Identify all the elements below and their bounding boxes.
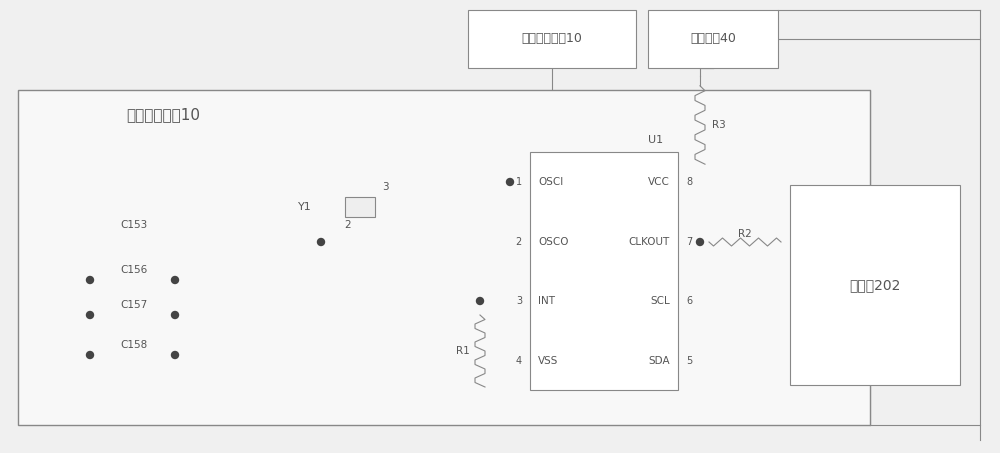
Circle shape [477,298,484,304]
Text: OSCO: OSCO [538,237,568,247]
Text: CLKOUT: CLKOUT [629,237,670,247]
Circle shape [172,352,178,358]
Text: 1: 1 [516,177,522,187]
Text: C157: C157 [120,300,147,310]
Text: 实时时钟电路10: 实时时钟电路10 [522,33,582,45]
Text: 7: 7 [686,237,692,247]
Text: 3: 3 [382,182,388,192]
Text: R2: R2 [738,229,752,239]
Text: 处理器202: 处理器202 [849,278,901,292]
Text: C153: C153 [120,220,147,230]
Text: U1: U1 [648,135,663,145]
Circle shape [87,312,94,318]
Text: R1: R1 [456,346,470,356]
Text: 工作电源40: 工作电源40 [690,33,736,45]
Text: SDA: SDA [648,356,670,366]
Text: VCC: VCC [648,177,670,187]
Bar [648,10,778,68]
Bar [530,152,678,390]
Circle shape [87,352,94,358]
Text: 实时时钟电路10: 实时时钟电路10 [126,107,200,122]
Text: OSCI: OSCI [538,177,563,187]
Text: 8: 8 [686,177,692,187]
Text: 3: 3 [516,296,522,306]
Text: VSS: VSS [538,356,558,366]
Bar [18,90,870,425]
Bar [790,185,960,385]
Circle shape [172,312,178,318]
Bar [345,197,375,217]
Circle shape [172,276,178,284]
Bar [468,10,636,68]
Text: C156: C156 [120,265,147,275]
Text: 6: 6 [686,296,692,306]
Text: INT: INT [538,296,555,306]
Text: SCL: SCL [650,296,670,306]
Circle shape [507,178,514,185]
Text: 5: 5 [686,356,692,366]
Circle shape [696,238,704,246]
Circle shape [87,276,94,284]
Text: C158: C158 [120,340,147,350]
Text: 4: 4 [516,356,522,366]
Text: 2: 2 [516,237,522,247]
Circle shape [318,238,324,246]
Text: R3: R3 [712,120,726,130]
Text: 2: 2 [345,220,351,230]
Text: Y1: Y1 [298,202,312,212]
